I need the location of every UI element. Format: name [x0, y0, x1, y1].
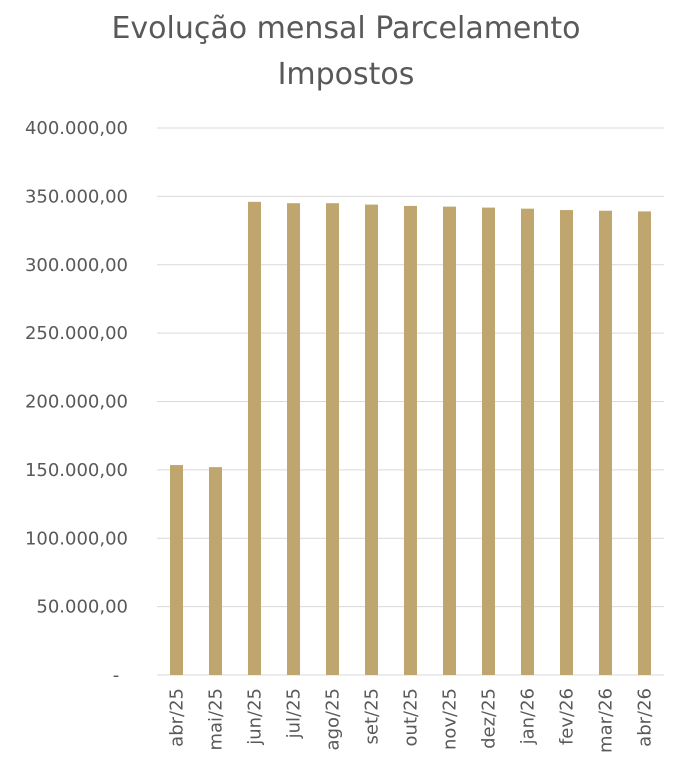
x-tick-label: jul/25 [284, 688, 305, 739]
y-tick-label: 400.000,00 [25, 118, 128, 139]
x-tick-label: dez/25 [479, 688, 500, 749]
y-tick-label: 100.000,00 [25, 528, 128, 549]
bar [248, 201, 261, 675]
bar [443, 206, 456, 675]
x-tick-label: mar/26 [596, 688, 617, 753]
y-tick-label: 350.000,00 [25, 186, 128, 207]
x-tick-label: ago/25 [323, 688, 344, 750]
bar [521, 208, 534, 675]
y-tick-label: 300.000,00 [25, 255, 128, 276]
bar [599, 210, 612, 675]
y-tick-label: - [113, 665, 120, 686]
x-tick-label: jun/25 [245, 688, 266, 746]
bar [638, 211, 651, 676]
bar [365, 204, 378, 675]
y-tick-label: 250.000,00 [25, 323, 128, 344]
y-tick-label: 150.000,00 [25, 460, 128, 481]
bar [287, 203, 300, 675]
y-tick-label: 200.000,00 [25, 392, 128, 413]
x-tick-label: out/25 [401, 688, 422, 746]
bar [560, 210, 573, 676]
y-tick-label: 50.000,00 [36, 597, 128, 618]
chart-title-line-1: Evolução mensal Parcelamento [111, 11, 581, 46]
x-tick-label: abr/26 [635, 688, 656, 747]
bar [404, 205, 417, 675]
x-tick-label: abr/25 [167, 688, 188, 747]
bar [482, 207, 495, 675]
x-tick-label: fev/26 [557, 688, 578, 745]
bar [326, 203, 339, 675]
bar [170, 465, 183, 675]
bar [209, 467, 222, 675]
x-tick-label: mai/25 [206, 688, 227, 751]
x-tick-label: jan/26 [518, 688, 539, 745]
x-tick-label: nov/25 [440, 688, 461, 750]
x-tick-label: set/25 [362, 688, 383, 744]
chart-title-line-2: Impostos [277, 57, 415, 92]
chart-title: Evolução mensal Parcelamento Impostos [0, 6, 692, 98]
